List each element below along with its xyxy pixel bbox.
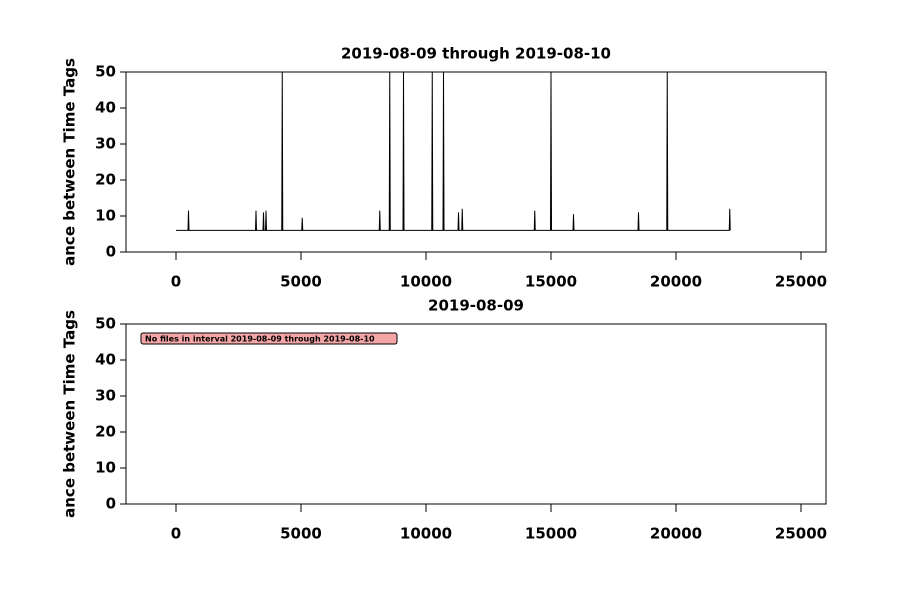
y-tick-label: 40 (95, 351, 116, 369)
x-tick-label: 20000 (650, 273, 702, 291)
y-tick-label: 40 (95, 99, 116, 117)
y-axis-label: ance between Time Tags (61, 58, 79, 266)
x-tick-label: 15000 (525, 525, 577, 543)
plot-frame (125, 323, 827, 505)
x-tick-label: 20000 (650, 525, 702, 543)
x-tick-label: 5000 (280, 525, 322, 543)
y-tick-label: 30 (95, 135, 116, 153)
y-tick-label: 20 (95, 171, 116, 189)
annotation-text: No files in interval 2019-08-09 through … (145, 335, 375, 344)
x-tick-label: 10000 (400, 525, 452, 543)
chart-title: 2019-08-09 (428, 297, 524, 315)
y-tick-label: 30 (95, 387, 116, 405)
y-tick-label: 10 (95, 207, 116, 225)
y-axis-label: ance between Time Tags (61, 310, 79, 518)
y-tick-label: 0 (106, 243, 116, 261)
annotation: No files in interval 2019-08-09 through … (140, 332, 398, 345)
y-tick-label: 0 (106, 495, 116, 513)
y-tick-label: 10 (95, 459, 116, 477)
x-tick-label: 25000 (775, 273, 827, 291)
x-tick-label: 15000 (525, 273, 577, 291)
y-tick-label: 50 (95, 63, 116, 81)
x-tick-label: 0 (171, 273, 181, 291)
x-tick-label: 10000 (400, 273, 452, 291)
annotation-box (140, 332, 398, 345)
y-tick-label: 20 (95, 423, 116, 441)
x-tick-label: 0 (171, 525, 181, 543)
chart-title: 2019-08-09 through 2019-08-10 (341, 45, 611, 63)
y-tick-label: 50 (95, 315, 116, 333)
x-tick-label: 5000 (280, 273, 322, 291)
data-line (176, 71, 731, 231)
x-tick-label: 25000 (775, 525, 827, 543)
plot-frame (125, 71, 827, 253)
